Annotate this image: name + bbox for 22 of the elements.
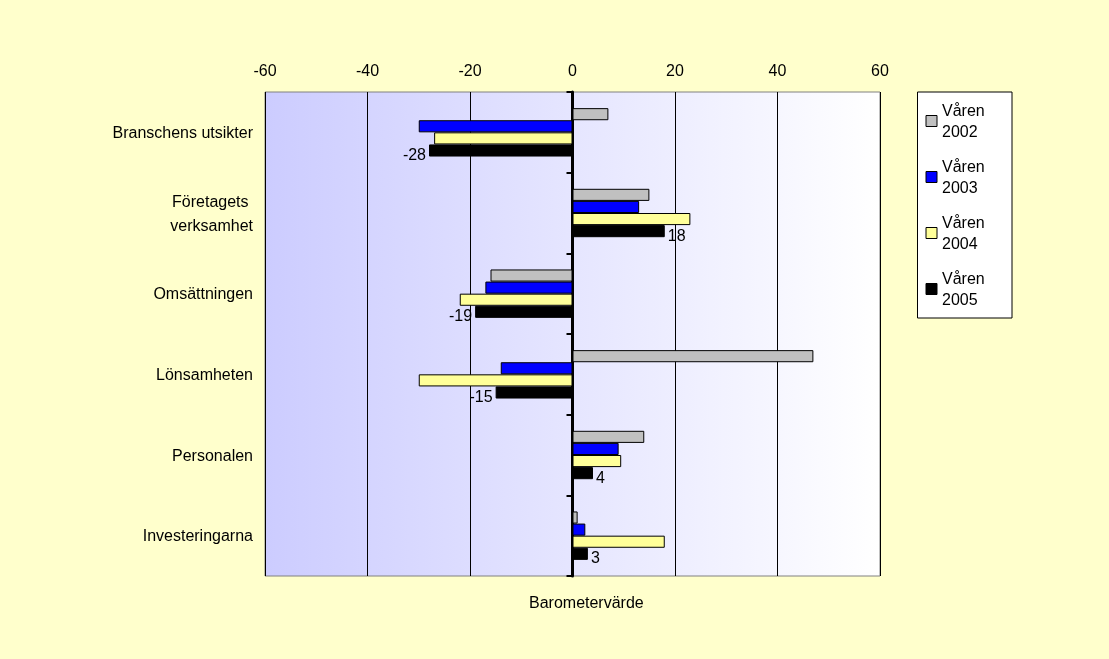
legend-label: Våren 2005 [942,270,990,308]
x-tick-label: -20 [458,61,482,79]
x-tick-label: 40 [768,61,787,79]
data-label: 3 [590,549,600,567]
y-tick-label: Lönsamheten [156,365,253,383]
data-label: 4 [596,468,605,486]
data-label: -15 [469,387,493,405]
y-tick-label: Omsättningen [153,285,253,303]
legend-label: Våren 2002 [942,102,990,140]
x-tick-label: -40 [355,61,380,79]
y-tick-label: Personalen [172,446,253,464]
legend-label: Våren 2003 [942,158,990,196]
y-tick-label: Företagets verksamhet [170,192,254,234]
x-tick-label: 0 [568,61,578,79]
x-tick-label: -60 [253,61,277,79]
x-tick-label: 20 [666,61,684,79]
data-label: -28 [402,145,427,163]
y-tick-label: Branschens utsikter [112,123,254,141]
x-axis-title: Barometervärde [529,593,644,611]
legend-label: Våren 2004 [942,214,990,252]
y-tick-label: Investeringarna [142,527,254,545]
x-tick-label: 60 [871,61,889,79]
